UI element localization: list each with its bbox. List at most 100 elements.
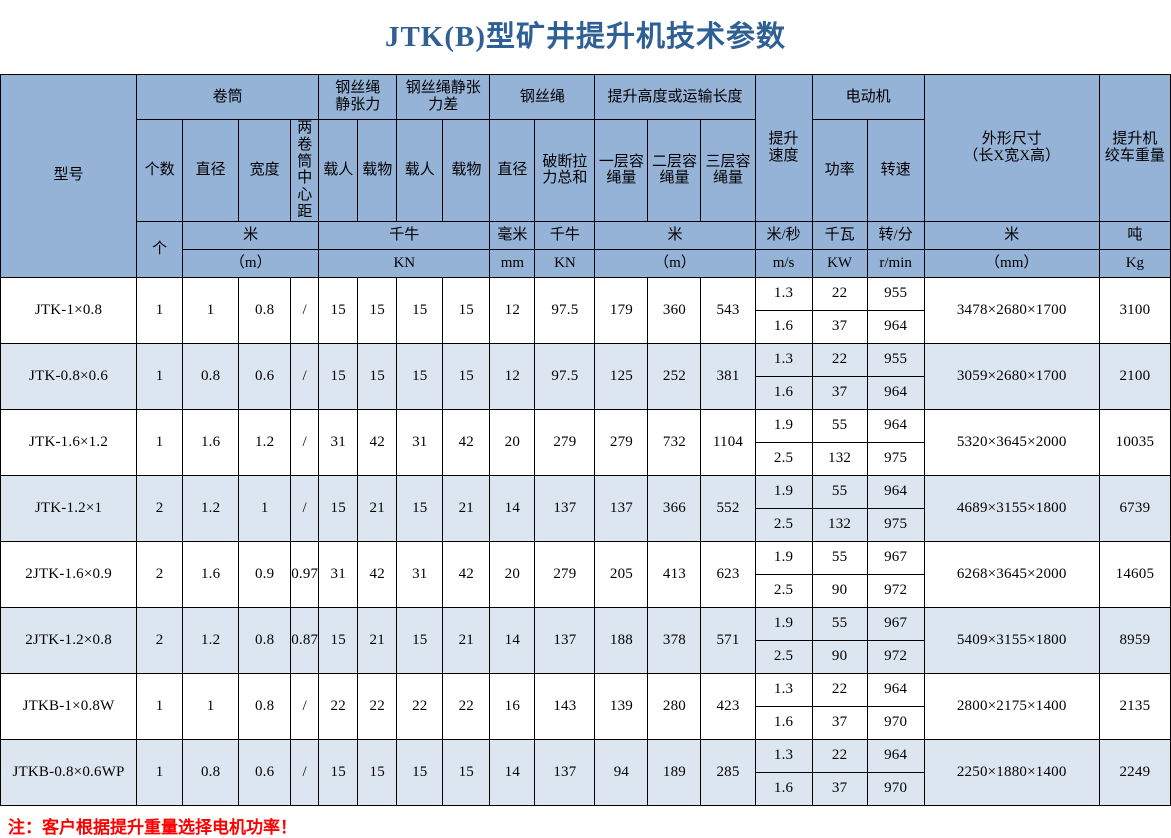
cell-motor-speed: 2.5 — [754, 441, 813, 476]
cell-winch-weight: 2249 — [1098, 738, 1171, 806]
cell-overall-size: 5409×3155×1800 — [923, 606, 1100, 674]
cell-motor-power: 55 — [811, 540, 868, 575]
cell-drum-diameter: 1.6 — [182, 540, 240, 608]
cell-model: 2JTK-1.6×0.9 — [0, 540, 138, 608]
table-row: 2.5 90 972 — [1, 573, 1171, 608]
cell-motor-power: 22 — [811, 672, 868, 707]
cell-drum-width: 0.6 — [238, 738, 292, 806]
cell-motor-rpm: 955 — [866, 276, 925, 311]
cell-motor-power: 90 — [811, 573, 868, 608]
cell-motor-rpm: 967 — [866, 606, 925, 641]
cell-rope-diameter: 16 — [489, 672, 536, 740]
cell-drum-center-distance: / — [290, 474, 320, 542]
cell-winch-weight: 6739 — [1098, 474, 1171, 542]
cell-rope-diameter: 14 — [489, 474, 536, 542]
unit-rpm-cn: 转/分 — [866, 220, 925, 250]
cell-overall-size: 6268×3645×2000 — [923, 540, 1100, 608]
header-row-units-en: （m） KN mm KN （m） m/s KW r/min （mm） Kg — [1, 248, 1171, 278]
table-row: JTK-0.8×0.6 1 0.8 0.6/15 15 15 15 12 97.5 125 252 3… — [0, 342, 1171, 410]
header-breaking-force: 破断拉 力总和 — [534, 119, 596, 222]
cell-motor-rpm: 972 — [866, 639, 925, 674]
cell-motor-speed: 1.6 — [754, 309, 813, 344]
cell-model: JTK-0.8×0.6 — [0, 342, 138, 410]
unit-meter-cn: 米 — [182, 220, 320, 250]
table-row: 1.6 37 970 — [1, 705, 1171, 740]
header-group-lift-height: 提升高度或运输长度 — [594, 74, 756, 120]
cell-diff-goods: 42 — [442, 540, 491, 608]
cell-motor-power: 37 — [811, 705, 868, 740]
cell-overall-size: 3059×2680×1700 — [923, 342, 1100, 410]
cell-tension-goods: 21 — [357, 606, 398, 674]
cell-motor-power: 132 — [811, 507, 868, 542]
header-layer2: 二层容 绳量 — [647, 119, 702, 222]
cell-drum-width: 0.8 — [238, 672, 292, 740]
cell-breaking-force: 137 — [534, 474, 596, 542]
table-row: 2.5 132 975 — [1, 507, 1171, 542]
cell-tension-goods: 15 — [357, 276, 398, 344]
cell-tension-goods: 15 — [357, 342, 398, 410]
header-diff-person: 载人 — [396, 119, 444, 222]
unit-kilonewton2-cn: 千牛 — [534, 220, 596, 250]
cell-layer3: 285 — [700, 738, 756, 806]
cell-motor-speed: 2.5 — [754, 507, 813, 542]
cell-motor-power: 22 — [811, 342, 868, 377]
cell-layer3: 1104 — [700, 408, 756, 476]
cell-drum-diameter: 1.2 — [182, 474, 240, 542]
cell-tension-person: 15 — [318, 276, 359, 344]
table-row: 2.5 90 972 — [1, 639, 1171, 674]
cell-layer3: 543 — [700, 276, 756, 344]
cell-overall-size: 2250×1880×1400 — [923, 738, 1100, 806]
cell-drum-center-distance: / — [290, 408, 320, 476]
unit-ton-en: Kg — [1098, 248, 1171, 278]
header-tension-goods: 载物 — [357, 119, 398, 222]
cell-motor-power: 22 — [811, 276, 868, 311]
cell-motor-rpm: 964 — [866, 408, 925, 443]
cell-layer1: 125 — [594, 342, 649, 410]
cell-drum-count: 2 — [136, 606, 184, 674]
cell-diff-goods: 15 — [442, 342, 491, 410]
cell-rope-diameter: 14 — [489, 738, 536, 806]
cell-drum-count: 2 — [136, 540, 184, 608]
header-drum-diameter: 直径 — [182, 119, 240, 222]
header-model: 型号 — [0, 74, 138, 278]
table-row: JTK-1.6×1.2 1 1.6 1.2/31 42 31 42 20 279 279 732 11… — [0, 408, 1171, 476]
cell-motor-speed: 2.5 — [754, 639, 813, 674]
header-drum-count: 个数 — [136, 119, 184, 222]
cell-diff-person: 15 — [396, 474, 444, 542]
unit-mps-cn: 米/秒 — [754, 220, 813, 250]
cell-rope-diameter: 12 — [489, 342, 536, 410]
table-row: 2JTK-1.6×0.9 2 1.6 0.9 0.97 31 42 31 42 20 279 205 4… — [0, 540, 1171, 608]
table-row: 1.6 37 964 — [1, 309, 1171, 344]
cell-motor-speed: 1.3 — [754, 276, 813, 311]
cell-model: JTK-1.6×1.2 — [0, 408, 138, 476]
cell-diff-person: 22 — [396, 672, 444, 740]
cell-diff-goods: 15 — [442, 738, 491, 806]
unit-mps-en: m/s — [754, 248, 813, 278]
cell-motor-speed: 1.9 — [754, 408, 813, 443]
cell-drum-width: 0.8 — [238, 276, 292, 344]
cell-drum-count: 1 — [136, 342, 184, 410]
cell-tension-goods: 15 — [357, 738, 398, 806]
cell-drum-diameter: 0.8 — [182, 738, 240, 806]
spec-table: 型号 卷筒 钢丝绳 静张力 钢丝绳静张 力差 钢丝绳 提升高度或运输长度 提升 速度 … — [0, 74, 1171, 806]
cell-diff-goods: 15 — [442, 276, 491, 344]
table-row: JTK-1×0.8 1 1 0.8/15 15 15 15 12 97.5 179 360 543 1.… — [0, 276, 1171, 344]
table-row: 2JTK-1.2×0.8 2 1.2 0.8 0.87 15 21 15 21 14 137 188 3… — [0, 606, 1171, 674]
cell-winch-weight: 2100 — [1098, 342, 1171, 410]
header-group-winch-weight: 提升机 绞车重量 — [1098, 74, 1171, 222]
unit-millimeter-cn: 毫米 — [489, 220, 536, 250]
cell-layer1: 94 — [594, 738, 649, 806]
cell-layer3: 623 — [700, 540, 756, 608]
header-rope-diameter: 直径 — [489, 119, 536, 222]
page-root: JTK(B)型矿井提升机技术参数 型号 卷筒 钢丝绳 静张力 钢丝绳静张 力差 钢丝… — [0, 21, 1171, 837]
cell-motor-power: 55 — [811, 474, 868, 509]
cell-rope-diameter: 20 — [489, 540, 536, 608]
unit-ton-cn: 吨 — [1098, 220, 1171, 250]
unit-kilowatt-en: KW — [811, 248, 868, 278]
cell-motor-power: 55 — [811, 408, 868, 443]
unit-meter-en: （m） — [182, 248, 320, 278]
cell-motor-power: 37 — [811, 309, 868, 344]
cell-drum-center-distance: / — [290, 276, 320, 344]
cell-drum-count: 1 — [136, 408, 184, 476]
cell-diff-goods: 21 — [442, 606, 491, 674]
